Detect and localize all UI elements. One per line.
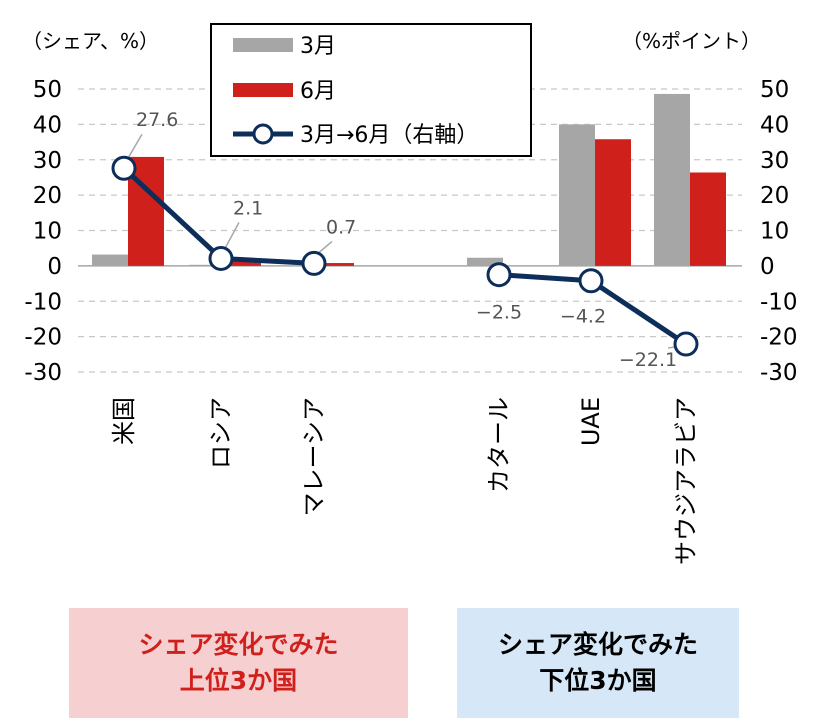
change-marker [208, 245, 234, 271]
change-marker [578, 268, 604, 294]
category-label: ロシア [207, 397, 235, 469]
right-tick-label: -20 [760, 325, 798, 351]
left-tick-label: 10 [33, 219, 62, 245]
bar-march [92, 254, 128, 266]
left-tick-label: 0 [47, 254, 62, 280]
change-marker [486, 262, 512, 288]
bar-june [595, 139, 631, 266]
right-tick-label: 0 [760, 254, 775, 280]
right-axis-unit: （%ポイント） [622, 29, 761, 53]
bar-march [189, 264, 225, 266]
left-tick-label: 30 [33, 148, 62, 174]
bars [92, 93, 726, 267]
label-leader [127, 133, 143, 159]
right-tick-label: -30 [760, 360, 798, 386]
legend-label-march: 3月 [300, 34, 336, 59]
left-axis-unit: （シェア、%） [22, 29, 159, 53]
change-data-label: −2.5 [476, 302, 522, 324]
category-labels: 米国 ロシア マレーシア カタール UAE サウジアラビア [110, 397, 700, 565]
bar-june [318, 263, 354, 266]
bar-march [654, 93, 690, 266]
category-label: 米国 [110, 397, 138, 445]
right-tick-label: 50 [760, 77, 789, 103]
legend-label-change: 3月→6月（右軸） [300, 123, 478, 148]
legend: 3月 6月 3月→6月（右軸） [210, 23, 532, 157]
left-tick-label: 50 [33, 77, 62, 103]
left-tick-label: 40 [33, 112, 62, 138]
right-tick-label: 30 [760, 148, 789, 174]
legend-swatch-change-marker [252, 123, 274, 145]
legend-swatch-june [233, 83, 293, 97]
category-label: UAE [577, 397, 605, 446]
line-series: 27.6 2.1 0.7 −2.5 −4.2 −22.1 [111, 109, 699, 371]
change-data-label: −4.2 [560, 306, 606, 328]
left-tick-label: 20 [33, 183, 62, 209]
bar-march [282, 265, 318, 267]
change-data-label: −22.1 [619, 349, 677, 371]
label-leader [667, 346, 675, 349]
chart: 27.6 2.1 0.7 −2.5 −4.2 −22.1 50 40 30 20 10 0 -10 -2… [22, 23, 798, 565]
bar-march [559, 124, 595, 266]
change-marker [301, 250, 327, 276]
right-tick-label: 10 [760, 219, 789, 245]
left-tick-label: -30 [24, 360, 62, 386]
category-label: マレーシア [300, 397, 328, 517]
change-data-label: 27.6 [136, 109, 178, 131]
right-tick-label: -10 [760, 289, 798, 315]
change-data-label: 2.1 [233, 197, 263, 219]
group-label-bottom: シェア変化でみた 下位3か国 [457, 608, 739, 718]
right-tick-label: 40 [760, 112, 789, 138]
bar-june [225, 260, 261, 266]
change-marker [111, 155, 137, 181]
left-tick-label: -20 [24, 325, 62, 351]
category-label: カタール [485, 397, 513, 493]
left-axis-ticks: 50 40 30 20 10 0 -10 -20 -30 [24, 77, 62, 386]
left-tick-label: -10 [24, 289, 62, 315]
right-axis-ticks: 50 40 30 20 10 0 -10 -20 -30 [760, 77, 798, 386]
legend-label-june: 6月 [300, 79, 336, 104]
change-data-label: 0.7 [326, 216, 356, 238]
label-leader [224, 222, 240, 249]
label-leader [317, 240, 333, 254]
change-marker [673, 331, 699, 357]
bar-march [467, 257, 503, 266]
right-tick-label: 20 [760, 183, 789, 209]
bar-june [690, 172, 726, 266]
group-label-top: シェア変化でみた 上位3か国 [69, 608, 408, 718]
category-label: サウジアラビア [672, 397, 700, 565]
legend-swatch-march [233, 38, 293, 52]
